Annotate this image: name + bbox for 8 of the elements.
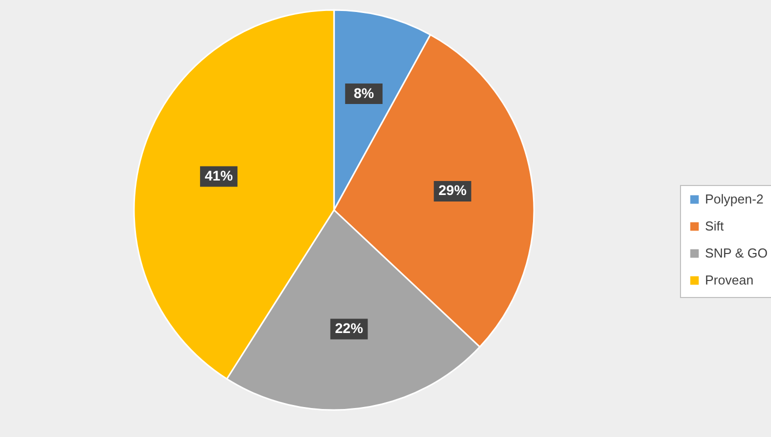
legend-label: Provean — [705, 272, 754, 288]
data-label: 22% — [335, 320, 364, 336]
data-label: 8% — [354, 84, 375, 101]
legend-label: SNP & GO — [705, 246, 768, 260]
data-label: 41% — [204, 168, 234, 184]
data-label: 29% — [438, 182, 468, 198]
legend-label: Polypen-2 — [705, 192, 764, 206]
legend-label: Sift — [705, 218, 724, 234]
